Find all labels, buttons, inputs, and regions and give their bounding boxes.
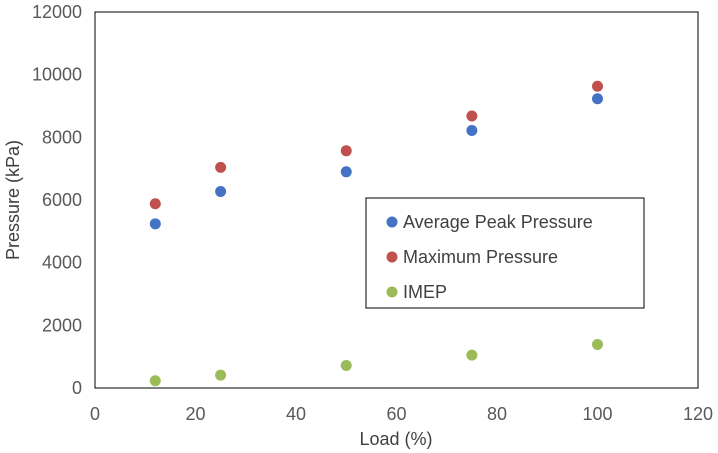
data-points xyxy=(149,80,603,387)
point-imep xyxy=(340,359,352,371)
y-tick-label: 0 xyxy=(72,378,82,398)
y-axis-title: Pressure (kPa) xyxy=(3,140,23,260)
y-tick-label: 12000 xyxy=(32,2,82,22)
legend-label-maximum-pressure: Maximum Pressure xyxy=(403,247,558,267)
x-tick-label: 0 xyxy=(90,404,100,424)
point-maximum-pressure xyxy=(149,198,161,210)
x-tick-label: 20 xyxy=(185,404,205,424)
point-maximum-pressure xyxy=(466,110,478,122)
x-tick-labels: 0 20 40 60 80 100 120 xyxy=(90,404,713,424)
legend-label-average-peak-pressure: Average Peak Pressure xyxy=(403,212,593,232)
point-imep xyxy=(466,349,478,361)
x-tick-label: 60 xyxy=(386,404,406,424)
point-imep xyxy=(592,338,603,350)
y-tick-labels: 0 2000 4000 6000 8000 10000 12000 xyxy=(32,2,82,398)
x-axis-title: Load (%) xyxy=(359,429,432,449)
legend-box xyxy=(365,197,645,309)
legend-label-imep: IMEP xyxy=(403,282,447,302)
y-tick-label: 10000 xyxy=(32,65,82,85)
point-average-peak-pressure xyxy=(149,218,161,230)
point-average-peak-pressure xyxy=(466,124,478,136)
y-tick-label: 4000 xyxy=(42,253,82,273)
plot-area-frame xyxy=(94,11,699,389)
legend-marker-imep xyxy=(386,286,398,298)
x-tick-label: 120 xyxy=(683,404,713,424)
point-average-peak-pressure xyxy=(215,186,227,198)
y-tick-label: 2000 xyxy=(42,315,82,335)
y-tick-label: 8000 xyxy=(42,127,82,147)
legend-marker-average-peak-pressure xyxy=(386,216,398,228)
point-imep xyxy=(215,369,227,381)
legend-marker-maximum-pressure xyxy=(386,251,398,263)
x-tick-label: 40 xyxy=(286,404,306,424)
point-maximum-pressure xyxy=(340,145,352,157)
point-maximum-pressure xyxy=(215,161,227,173)
point-maximum-pressure xyxy=(592,80,603,92)
x-tick-label: 100 xyxy=(582,404,612,424)
point-imep xyxy=(149,375,161,387)
point-average-peak-pressure xyxy=(592,93,603,105)
legend: Average Peak Pressure Maximum Pressure I… xyxy=(365,197,645,309)
point-average-peak-pressure xyxy=(340,166,352,178)
x-tick-label: 80 xyxy=(487,404,507,424)
y-tick-label: 6000 xyxy=(42,190,82,210)
